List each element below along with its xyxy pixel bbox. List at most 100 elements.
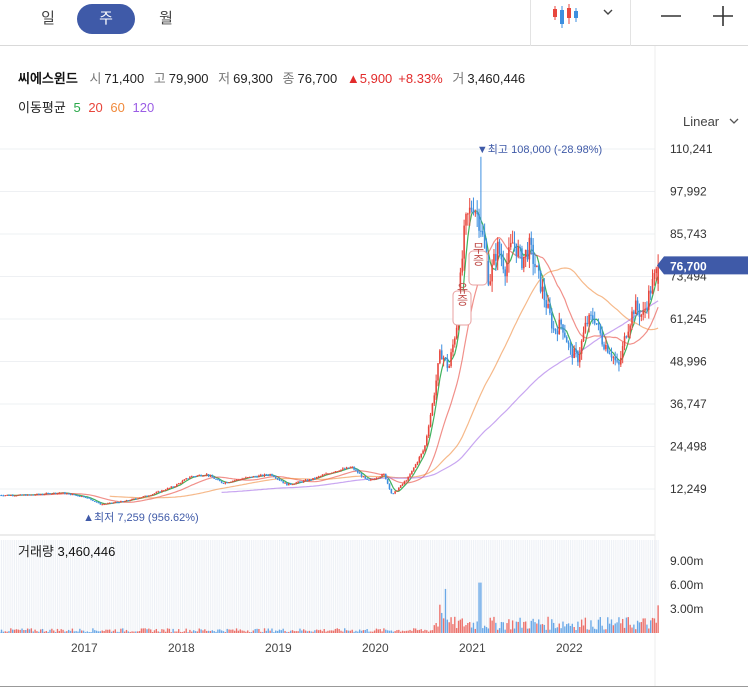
volume-bar (648, 628, 650, 633)
volume-bar (465, 625, 467, 633)
candle-body (0, 495, 3, 497)
high-value: 79,900 (168, 71, 209, 86)
candle-body (157, 491, 159, 493)
chevron-down-icon (603, 9, 613, 15)
volume-bar (69, 630, 72, 633)
candle-body (49, 493, 51, 495)
volume-bar (302, 629, 305, 633)
candle-body (297, 481, 299, 483)
candle-body (103, 504, 105, 506)
volume-bar (146, 629, 148, 633)
candle-body (226, 482, 229, 484)
candle-body (10, 494, 12, 496)
candle-body (213, 477, 215, 479)
tab-daily[interactable]: 일 (41, 10, 55, 27)
chart-type-button[interactable] (546, 0, 586, 40)
candle-body (129, 500, 132, 502)
tab-monthly[interactable]: 월 (159, 10, 173, 27)
zoom-in-button[interactable] (702, 0, 742, 40)
candle-body (45, 493, 48, 495)
candle-body (580, 341, 583, 354)
volume-bar (547, 616, 549, 633)
volume-bar (411, 630, 413, 633)
candle-body (412, 467, 415, 471)
volume-bar (467, 622, 469, 633)
volume-bar (420, 629, 422, 633)
candle-body (205, 474, 208, 476)
volume-bar (217, 629, 219, 633)
volume-bar (523, 621, 525, 633)
volume-bar (347, 630, 350, 633)
volume-bar (209, 630, 212, 633)
volume-bar (325, 631, 327, 633)
chart-type-dropdown[interactable] (590, 0, 630, 40)
candle-body (241, 478, 243, 480)
tab-weekly[interactable]: 주 (77, 4, 135, 34)
candle-body (620, 357, 622, 365)
candle-body (327, 473, 329, 475)
volume-bar (314, 630, 316, 633)
volume-bar (437, 626, 439, 633)
candle-body (125, 500, 128, 502)
low-value: 69,300 (233, 71, 273, 86)
volume-tick-label: 6.00m (670, 578, 703, 592)
candle-body (146, 495, 148, 497)
candle-body (523, 256, 525, 269)
volume-bar (543, 624, 546, 633)
y-tick-label: 61,245 (670, 312, 707, 326)
candle-body (414, 464, 417, 468)
volume-bar (11, 629, 14, 633)
volume-bar (58, 630, 61, 633)
volume-bar (118, 631, 120, 633)
chevron-down-icon[interactable] (728, 115, 740, 129)
volume-bar (433, 625, 435, 633)
candle-body (183, 479, 186, 481)
volume-bar (34, 629, 36, 633)
candle-body (181, 480, 184, 484)
volume-bar (282, 628, 284, 633)
volume-bar (222, 631, 225, 633)
volume-bar (362, 630, 365, 633)
scale-select[interactable]: Linear (683, 114, 720, 129)
candle-body (390, 488, 393, 494)
candle-body (526, 249, 529, 260)
volume-bar (179, 631, 182, 633)
volume-bar (213, 631, 215, 633)
candle-body (461, 258, 464, 273)
candle-body (603, 344, 605, 350)
volume-bar (625, 617, 628, 633)
volume-bar (47, 631, 49, 633)
volume-bar (480, 582, 482, 633)
volume-bar (483, 625, 486, 633)
volume-bar (396, 630, 398, 633)
candle-body (407, 477, 409, 481)
candle-body (192, 476, 195, 478)
volume-bar (21, 628, 23, 633)
zoom-out-button[interactable] (652, 0, 692, 40)
candle-body (140, 497, 143, 499)
volume-bar (418, 629, 421, 633)
candle-body (252, 476, 255, 478)
candle-body (86, 497, 89, 499)
candle-body (383, 473, 385, 475)
candle-body (384, 473, 387, 480)
candle-body (131, 498, 133, 501)
volume-bar (144, 628, 146, 633)
volume-bar (566, 624, 568, 633)
volume-bar (511, 620, 514, 633)
volume-bar (330, 630, 333, 633)
candle-body (565, 336, 568, 343)
candle-body (15, 495, 18, 497)
volume-bar (120, 628, 122, 633)
volume-tick-label: 3.00m (670, 602, 703, 616)
candle-body (356, 470, 359, 473)
volume-bar (189, 629, 191, 633)
volume-bar (170, 632, 172, 633)
volume-bar (183, 631, 186, 633)
candle-body (295, 482, 298, 484)
candle-body (224, 482, 227, 484)
volume-bar (642, 618, 644, 633)
volume-bar (202, 630, 204, 633)
candle-body (519, 247, 521, 249)
